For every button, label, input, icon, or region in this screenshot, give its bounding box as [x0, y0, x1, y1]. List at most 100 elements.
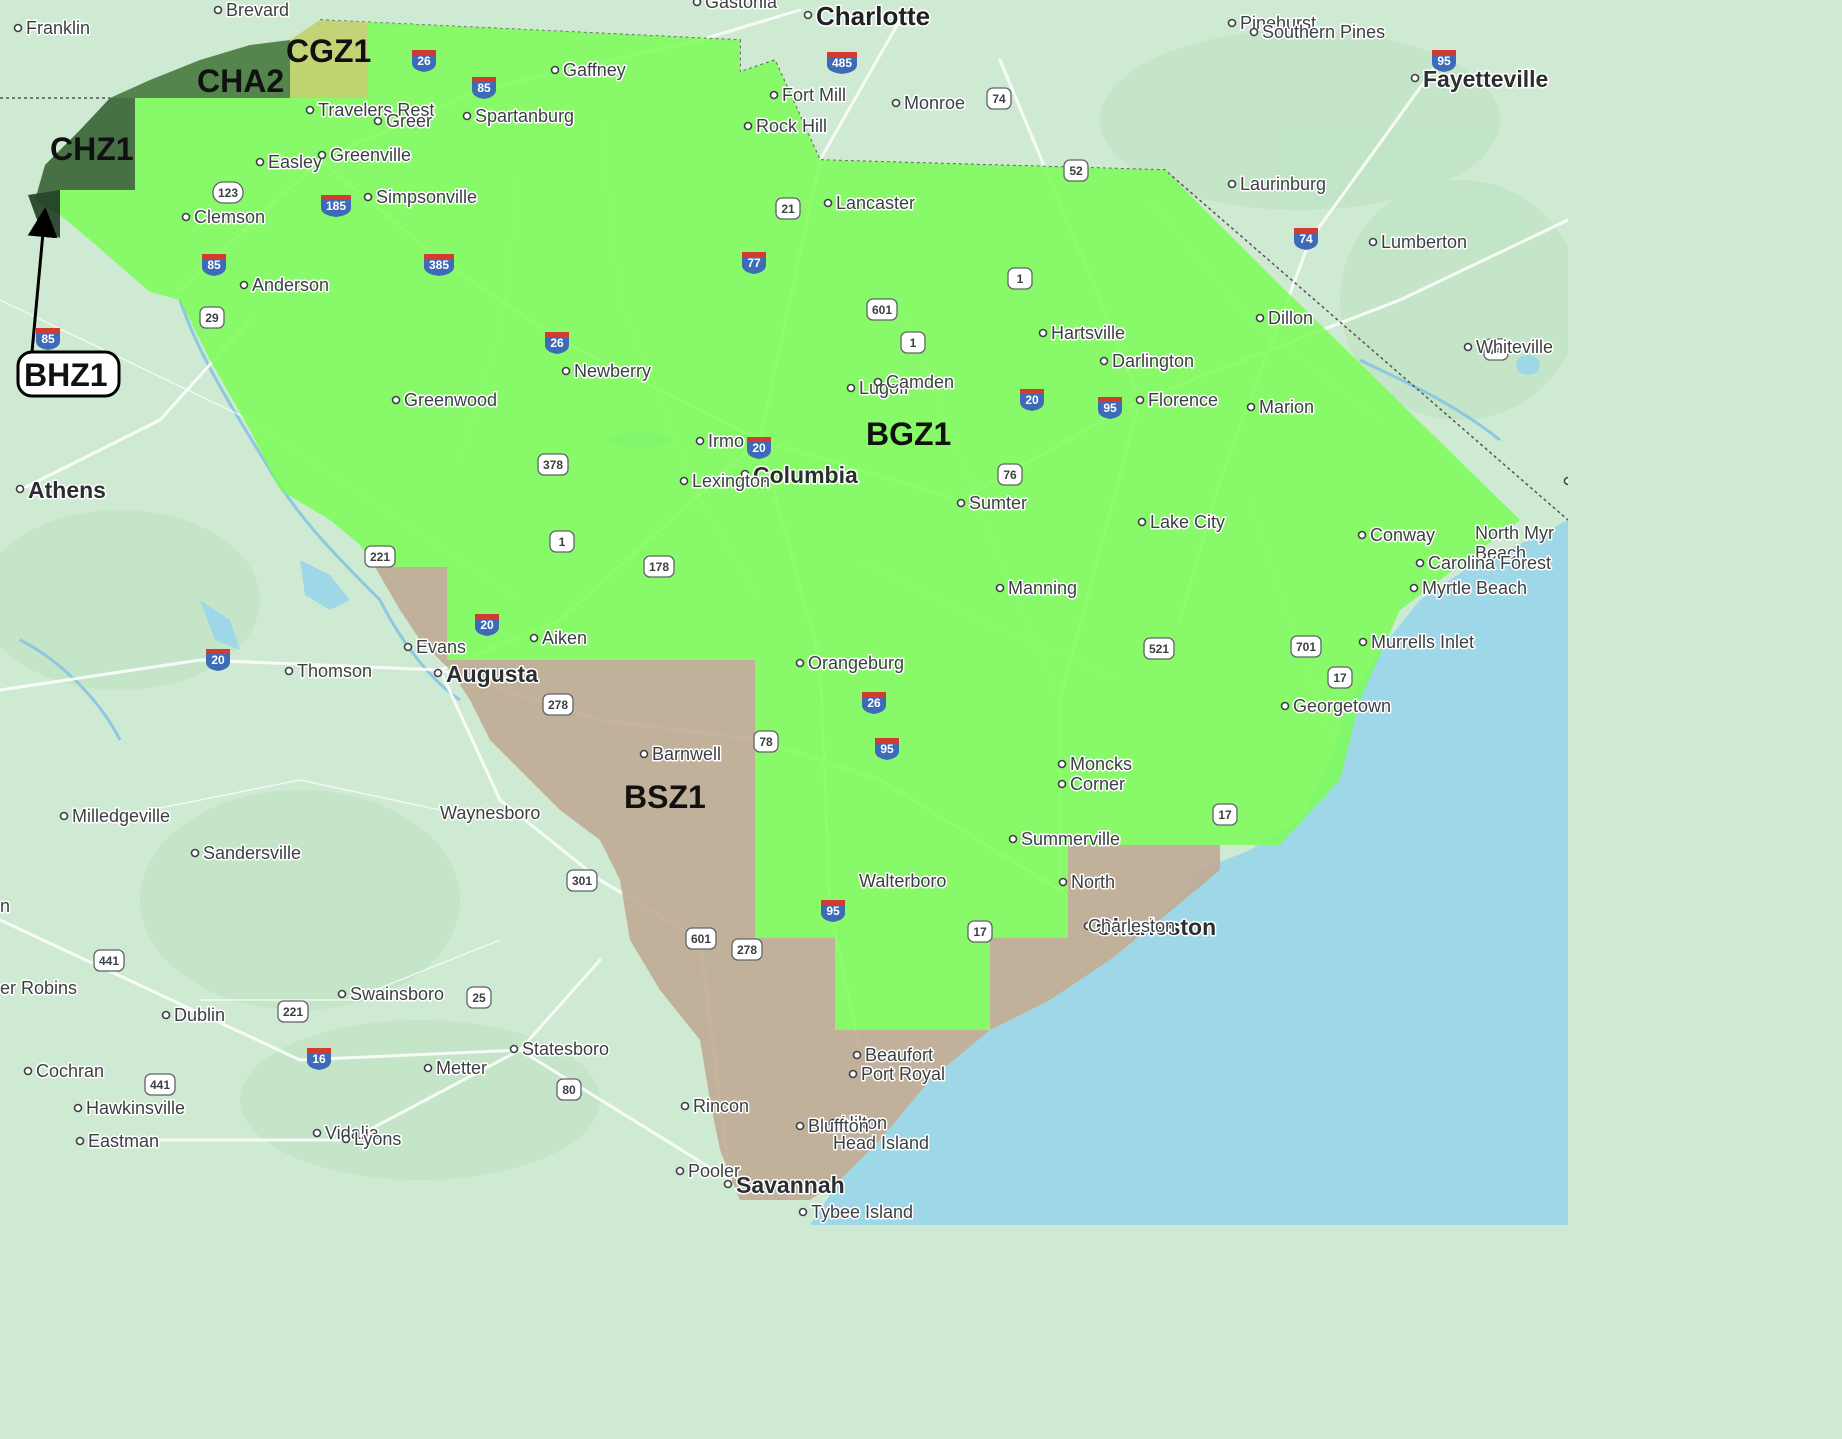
city-dillon[interactable]: Dillon: [1255, 307, 1315, 330]
city-gaffney[interactable]: Gaffney: [550, 59, 627, 82]
city-carolina-forest[interactable]: Carolina Forest: [1415, 552, 1553, 575]
city-greenville[interactable]: Greenville: [317, 144, 413, 167]
city-hartsville[interactable]: Hartsville: [1038, 322, 1127, 345]
city-cochran[interactable]: Cochran: [23, 1060, 106, 1083]
city-whiteville[interactable]: Whiteville: [1463, 336, 1555, 359]
city-waynesboro[interactable]: Waynesboro: [439, 802, 542, 825]
city-dot: [317, 150, 327, 160]
city-southern-pines[interactable]: Southern Pines: [1249, 21, 1387, 44]
city-hilton[interactable]: Hilton: [828, 1112, 889, 1135]
city-beach[interactable]: Beach: [1474, 542, 1528, 565]
city-north[interactable]: North: [1058, 871, 1117, 894]
city-lancaster[interactable]: Lancaster: [823, 192, 917, 215]
city-spartanburg[interactable]: Spartanburg: [462, 105, 576, 128]
city-fayetteville[interactable]: Fayetteville: [1410, 65, 1550, 94]
city-pooler[interactable]: Pooler: [675, 1160, 742, 1183]
city-augusta[interactable]: Augusta: [433, 660, 540, 689]
city-vidalia[interactable]: Vidalia: [312, 1122, 381, 1145]
zone-chz1-area[interactable]: [35, 98, 135, 215]
city-easley[interactable]: Easley: [255, 151, 324, 174]
city-dublin[interactable]: Dublin: [161, 1004, 227, 1027]
city-aiken[interactable]: Aiken: [529, 627, 589, 650]
city-athens[interactable]: Athens: [15, 476, 107, 505]
city-rock-hill[interactable]: Rock Hill: [743, 115, 829, 138]
city-shallotte[interactable]: Shallotte: [1563, 471, 1569, 491]
city-beaufort[interactable]: Beaufort: [852, 1044, 935, 1067]
city-metter[interactable]: Metter: [423, 1057, 489, 1080]
city-hawkinsville[interactable]: Hawkinsville: [73, 1097, 187, 1120]
zone-bsz1-area[interactable]: [375, 567, 1220, 1200]
city-port-royal[interactable]: Port Royal: [848, 1063, 947, 1086]
shield-number: 80: [562, 1083, 576, 1097]
city-er-robins[interactable]: er Robins: [0, 977, 79, 1000]
city-name: Spartanburg: [475, 106, 574, 126]
city-greer[interactable]: Greer: [373, 110, 434, 133]
city-camden[interactable]: Camden: [873, 371, 956, 394]
zone-label-cha2: CHA2: [197, 63, 284, 99]
city-gastonia[interactable]: Gastonia: [692, 0, 780, 14]
city-clemson[interactable]: Clemson: [181, 206, 267, 229]
city-laurinburg[interactable]: Laurinburg: [1227, 173, 1328, 196]
city-lumberton[interactable]: Lumberton: [1368, 231, 1469, 254]
zone-cgz1-area[interactable]: [290, 20, 368, 98]
city-bluffton[interactable]: Bluffton: [795, 1115, 870, 1138]
city-sandersville[interactable]: Sandersville: [190, 842, 303, 865]
city-newberry[interactable]: Newberry: [561, 360, 653, 383]
city-florence[interactable]: Florence: [1135, 389, 1220, 412]
city-orangeburg[interactable]: Orangeburg: [795, 652, 906, 675]
city-brevard[interactable]: Brevard: [213, 0, 291, 22]
city-corner[interactable]: Corner: [1057, 773, 1127, 796]
city-anderson[interactable]: Anderson: [239, 274, 331, 297]
city-myrtle-beach[interactable]: Myrtle Beach: [1409, 577, 1529, 600]
city-monroe[interactable]: Monroe: [891, 92, 967, 115]
city-fort-mill[interactable]: Fort Mill: [769, 84, 848, 107]
city-greenwood[interactable]: Greenwood: [391, 389, 499, 412]
city-summerville[interactable]: Summerville: [1008, 828, 1122, 851]
city-dot: [1358, 637, 1368, 647]
city-georgetown[interactable]: Georgetown: [1280, 695, 1393, 718]
city-walterboro[interactable]: Walterboro: [858, 870, 948, 893]
city-murrells-inlet[interactable]: Murrells Inlet: [1358, 631, 1476, 654]
city-sumter[interactable]: Sumter: [956, 492, 1029, 515]
city-moncks[interactable]: Moncks: [1057, 753, 1134, 776]
city-darlington[interactable]: Darlington: [1099, 350, 1196, 373]
city-charlotte[interactable]: Charlotte: [803, 0, 932, 33]
city-lyons[interactable]: Lyons: [341, 1128, 403, 1151]
city-north-myr[interactable]: North Myr: [1474, 522, 1556, 545]
city-lugoff[interactable]: Lugoff: [846, 377, 911, 400]
map-view[interactable]: 485 95 74 26 85 52 123 185 21 74 85 385 77 1 85 29 601 26…: [0, 0, 1568, 1225]
city-charleston[interactable]: Charleston: [1083, 913, 1218, 942]
city-lake-city[interactable]: Lake City: [1137, 511, 1227, 534]
city-barnwell[interactable]: Barnwell: [639, 743, 723, 766]
city-swainsboro[interactable]: Swainsboro: [337, 983, 446, 1006]
city-travelers-rest[interactable]: Travelers Rest: [305, 99, 436, 122]
city-statesboro[interactable]: Statesboro: [509, 1038, 611, 1061]
city-lexington[interactable]: Lexington: [679, 470, 772, 493]
us-route-shield-17: 17: [967, 920, 993, 943]
city-rincon[interactable]: Rincon: [680, 1095, 751, 1118]
city-irmo[interactable]: Irmo: [695, 430, 746, 453]
shield-number: 29: [205, 311, 219, 325]
bhz1-callout[interactable]: BHZ1: [16, 207, 121, 398]
city-savannah[interactable]: Savannah: [723, 1171, 846, 1200]
city-tybee-island[interactable]: Tybee Island: [798, 1201, 915, 1224]
city-marion[interactable]: Marion: [1246, 396, 1316, 419]
city-milledgeville[interactable]: Milledgeville: [59, 805, 172, 828]
zone-cha2-area[interactable]: [110, 40, 290, 98]
city-conway[interactable]: Conway: [1357, 524, 1437, 547]
city-name: Lugoff: [859, 378, 910, 398]
city-evans[interactable]: Evans: [403, 636, 468, 659]
zone-bgz1-area[interactable]: [60, 22, 1520, 1030]
city-thomson[interactable]: Thomson: [284, 660, 374, 683]
city-manning[interactable]: Manning: [995, 577, 1079, 600]
city-pinehurst[interactable]: Pinehurst: [1227, 12, 1318, 35]
city-eastman[interactable]: Eastman: [75, 1130, 161, 1153]
city-dot: [823, 198, 833, 208]
city-franklin[interactable]: Franklin: [13, 17, 92, 40]
city-charleston[interactable]: Charleston: [1087, 915, 1177, 938]
city-columbia[interactable]: Columbia: [740, 461, 859, 490]
city-simpsonville[interactable]: Simpsonville: [363, 186, 479, 209]
city-head-island[interactable]: Head Island: [832, 1132, 931, 1155]
city-n[interactable]: n: [0, 895, 12, 918]
